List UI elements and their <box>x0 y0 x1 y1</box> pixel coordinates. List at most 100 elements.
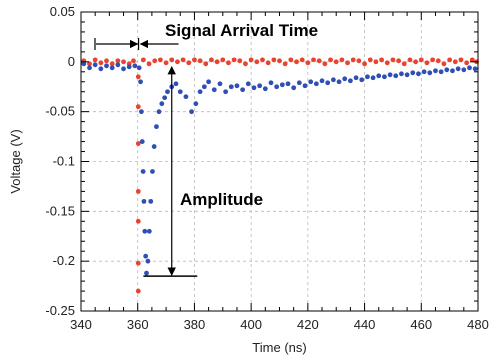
y-tick-label: -0.15 <box>45 203 75 218</box>
ticks <box>80 11 479 312</box>
data-point <box>201 84 207 90</box>
data-point <box>248 57 254 63</box>
data-point <box>455 66 461 72</box>
data-point <box>365 74 370 80</box>
data-point <box>418 57 424 63</box>
data-point <box>81 61 87 67</box>
y-axis-title: Voltage (V) <box>8 129 23 193</box>
data-point <box>435 58 441 64</box>
data-point <box>413 59 419 65</box>
data-point <box>330 77 336 83</box>
data-point <box>214 59 220 65</box>
data-point <box>288 57 294 63</box>
data-point <box>367 57 373 63</box>
data-point <box>257 83 263 89</box>
data-point <box>217 81 223 87</box>
data-point <box>438 69 444 75</box>
data-point <box>183 94 189 100</box>
data-point <box>396 58 401 64</box>
annotations: Signal Arrival Time Amplitude <box>94 21 318 277</box>
data-point <box>265 60 271 66</box>
data-point <box>226 60 231 66</box>
data-point <box>441 61 447 67</box>
data-point <box>254 59 260 65</box>
series-1 <box>81 61 478 276</box>
x-tick-label: 400 <box>240 317 262 332</box>
x-tick-label: 360 <box>127 317 149 332</box>
data-point <box>294 59 299 65</box>
data-point <box>140 57 146 63</box>
series-layer <box>81 57 479 294</box>
data-point <box>203 61 209 67</box>
data-point <box>467 65 472 71</box>
data-point <box>333 59 339 65</box>
data-point <box>220 57 226 63</box>
data-point <box>197 89 203 95</box>
data-point <box>302 83 308 89</box>
data-point <box>447 57 453 63</box>
data-point <box>189 109 194 115</box>
data-point <box>209 57 214 63</box>
data-point <box>458 57 464 63</box>
data-point <box>277 58 282 64</box>
data-point <box>131 58 136 64</box>
x-tick-label: 440 <box>354 317 376 332</box>
data-point <box>410 70 416 76</box>
data-point <box>416 71 421 77</box>
data-point <box>151 144 157 149</box>
data-point <box>387 72 393 78</box>
data-point <box>469 57 475 63</box>
y-tick-label: 0 <box>68 54 75 69</box>
data-point <box>240 87 246 93</box>
data-point <box>143 253 149 259</box>
data-point <box>115 58 121 64</box>
data-point <box>384 60 390 66</box>
data-point <box>135 74 141 80</box>
data-point <box>138 79 143 85</box>
data-point <box>325 80 331 86</box>
data-point <box>109 61 115 67</box>
data-point <box>231 57 237 63</box>
data-point <box>339 57 345 63</box>
data-point <box>177 89 183 95</box>
data-point <box>393 73 399 79</box>
data-point <box>152 58 158 64</box>
data-point <box>424 60 430 66</box>
data-point <box>223 89 229 95</box>
data-point <box>136 65 142 71</box>
data-point <box>150 169 155 174</box>
data-point <box>228 84 234 90</box>
data-point <box>322 61 328 67</box>
data-point <box>132 63 138 69</box>
data-point <box>135 218 141 224</box>
data-point <box>165 89 170 95</box>
data-point <box>135 260 141 266</box>
data-point <box>145 258 151 264</box>
data-point <box>328 57 333 63</box>
data-point <box>158 57 163 63</box>
x-axis-title: Time (ns) <box>252 340 306 355</box>
data-point <box>141 198 147 204</box>
data-point <box>279 82 285 88</box>
data-point <box>308 79 314 85</box>
data-point <box>291 85 297 91</box>
data-point <box>139 139 145 144</box>
y-tick-label: -0.2 <box>53 253 75 268</box>
data-point <box>407 57 413 63</box>
data-point <box>115 62 121 68</box>
data-point <box>313 81 319 87</box>
data-point <box>370 75 376 81</box>
data-point <box>144 270 149 276</box>
tick-labels: 340 360 380 400 420 440 460 480 -0.25 -0.2 -0.15 -0… <box>45 4 488 332</box>
data-point <box>121 66 126 72</box>
data-point <box>379 57 384 63</box>
data-point <box>169 57 175 63</box>
amplitude-label: Amplitude <box>180 190 263 209</box>
data-point <box>135 141 141 146</box>
data-point <box>98 60 104 66</box>
y-tick-label: -0.25 <box>45 303 75 318</box>
data-point <box>234 83 240 89</box>
data-point <box>359 77 365 83</box>
data-point <box>342 76 348 82</box>
